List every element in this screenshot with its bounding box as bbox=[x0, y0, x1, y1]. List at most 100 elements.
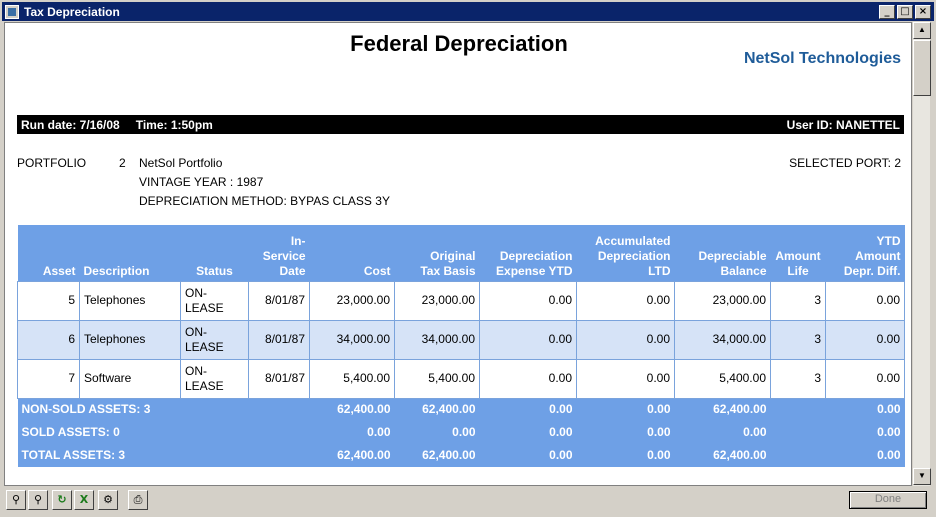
cell-in-service: 8/01/87 bbox=[248, 319, 310, 360]
total-ytd-diff: 0.00 bbox=[825, 421, 905, 444]
total-dep-ytd: 0.00 bbox=[479, 398, 577, 421]
total-original: 62,400.00 bbox=[394, 398, 480, 421]
table-row: 6 Telephones ON- LEASE 8/01/87 34,000.00 … bbox=[17, 319, 905, 360]
col-in-service-date: In- Service Date bbox=[248, 225, 310, 281]
cell-dep-ytd: 0.00 bbox=[479, 280, 577, 321]
total-ytd-diff: 0.00 bbox=[825, 398, 905, 421]
col-amount-life: Amount Life bbox=[770, 225, 826, 281]
total-balance: 62,400.00 bbox=[674, 398, 771, 421]
cell-in-service: 8/01/87 bbox=[248, 280, 310, 321]
zoom-out-icon[interactable]: ⚲ bbox=[6, 490, 26, 510]
app-icon bbox=[5, 4, 19, 19]
cell-balance: 34,000.00 bbox=[674, 319, 771, 360]
zoom-in-icon[interactable]: ⚲ bbox=[28, 490, 48, 510]
user-id: User ID: NANETTEL bbox=[786, 117, 900, 132]
cell-dep-ytd: 0.00 bbox=[479, 358, 577, 399]
portfolio-name: NetSol Portfolio bbox=[139, 156, 223, 170]
run-info-bar: Run date: 7/16/08 Time: 1:50pm User ID: … bbox=[17, 115, 904, 134]
cell-description: Telephones bbox=[79, 319, 181, 360]
cell-status: ON- LEASE bbox=[180, 280, 249, 321]
col-description: Description bbox=[79, 225, 181, 281]
window-controls: _ □ × bbox=[879, 4, 931, 19]
total-row-non-sold: NON-SOLD ASSETS: 3 62,400.00 62,400.00 0… bbox=[17, 398, 905, 421]
cell-ytd-diff: 0.00 bbox=[825, 358, 905, 399]
col-ytd-amount-depr-diff: YTD Amount Depr. Diff. bbox=[825, 225, 905, 281]
total-row-sold: SOLD ASSETS: 0 0.00 0.00 0.00 0.00 0.00 … bbox=[17, 421, 905, 444]
col-accumulated-depreciation-ltd: Accumulated Depreciation LTD bbox=[576, 225, 675, 281]
scroll-down-icon[interactable]: ▼ bbox=[913, 468, 931, 485]
total-original: 62,400.00 bbox=[394, 444, 480, 467]
depreciation-table: Asset Description Status In- Service Date … bbox=[17, 225, 905, 467]
done-button[interactable]: Done bbox=[849, 491, 927, 509]
total-dep-ytd: 0.00 bbox=[479, 444, 577, 467]
refresh-icon[interactable]: ↻ bbox=[52, 490, 72, 510]
total-acc-ltd: 0.00 bbox=[576, 421, 675, 444]
report-title: Federal Depreciation bbox=[350, 31, 568, 56]
report-view: Federal Depreciation NetSol Technologies… bbox=[4, 22, 912, 486]
cell-original: 23,000.00 bbox=[394, 280, 480, 321]
total-cost: 62,400.00 bbox=[309, 398, 395, 421]
scroll-thumb[interactable] bbox=[913, 40, 931, 96]
run-date: Run date: 7/16/08 bbox=[21, 117, 120, 132]
cell-description: Software bbox=[79, 358, 181, 399]
title-bar[interactable]: Tax Depreciation _ □ × bbox=[2, 2, 934, 21]
print-icon[interactable]: ⎙ bbox=[128, 490, 148, 510]
cell-ytd-diff: 0.00 bbox=[825, 319, 905, 360]
cell-acc-ltd: 0.00 bbox=[576, 358, 675, 399]
total-label: TOTAL ASSETS: 3 bbox=[17, 444, 310, 467]
cell-life: 3 bbox=[770, 358, 826, 399]
cell-original: 5,400.00 bbox=[394, 358, 480, 399]
total-balance: 62,400.00 bbox=[674, 444, 771, 467]
cell-life: 3 bbox=[770, 280, 826, 321]
cell-acc-ltd: 0.00 bbox=[576, 280, 675, 321]
cell-original: 34,000.00 bbox=[394, 319, 480, 360]
cell-in-service: 8/01/87 bbox=[248, 358, 310, 399]
col-original-tax-basis: Original Tax Basis bbox=[394, 225, 480, 281]
bottom-toolbar: ⚲ ⚲ ↻ X ⚙ ⎙ Done bbox=[2, 488, 934, 514]
col-depreciation-expense-ytd: Depreciation Expense YTD bbox=[479, 225, 577, 281]
col-depreciable-balance: Depreciable Balance bbox=[674, 225, 771, 281]
total-label: SOLD ASSETS: 0 bbox=[17, 421, 310, 444]
cell-dep-ytd: 0.00 bbox=[479, 319, 577, 360]
total-row-all: TOTAL ASSETS: 3 62,400.00 62,400.00 0.00… bbox=[17, 444, 905, 467]
total-cost: 0.00 bbox=[309, 421, 395, 444]
print-setup-icon[interactable]: ⚙ bbox=[98, 490, 118, 510]
window-title: Tax Depreciation bbox=[24, 4, 120, 19]
total-balance: 0.00 bbox=[674, 421, 771, 444]
total-acc-ltd: 0.00 bbox=[576, 444, 675, 467]
minimize-icon[interactable]: _ bbox=[879, 4, 895, 19]
cell-description: Telephones bbox=[79, 280, 181, 321]
col-cost: Cost bbox=[309, 225, 395, 281]
cell-balance: 5,400.00 bbox=[674, 358, 771, 399]
cell-acc-ltd: 0.00 bbox=[576, 319, 675, 360]
vertical-scrollbar[interactable]: ▲ ▼ bbox=[912, 22, 931, 486]
total-ytd-diff: 0.00 bbox=[825, 444, 905, 467]
cell-asset: 6 bbox=[17, 319, 80, 360]
total-acc-ltd: 0.00 bbox=[576, 398, 675, 421]
selected-port: SELECTED PORT: 2 bbox=[789, 156, 901, 170]
brand-logo: NetSol Technologies bbox=[743, 50, 901, 67]
portfolio-details: NetSol Portfolio VINTAGE YEAR : 1987 DEP… bbox=[139, 154, 390, 211]
cell-status: ON- LEASE bbox=[180, 319, 249, 360]
depreciation-method: DEPRECIATION METHOD: BYPAS CLASS 3Y bbox=[139, 194, 390, 208]
cell-life: 3 bbox=[770, 319, 826, 360]
cell-asset: 5 bbox=[17, 280, 80, 321]
cell-asset: 7 bbox=[17, 358, 80, 399]
table-row: 5 Telephones ON- LEASE 8/01/87 23,000.00 … bbox=[17, 280, 905, 321]
cell-cost: 23,000.00 bbox=[309, 280, 395, 321]
total-cost: 62,400.00 bbox=[309, 444, 395, 467]
cell-balance: 23,000.00 bbox=[674, 280, 771, 321]
total-dep-ytd: 0.00 bbox=[479, 421, 577, 444]
col-status: Status bbox=[180, 225, 249, 281]
vintage-year: VINTAGE YEAR : 1987 bbox=[139, 175, 264, 189]
maximize-icon[interactable]: □ bbox=[897, 4, 913, 19]
cell-ytd-diff: 0.00 bbox=[825, 280, 905, 321]
portfolio-label: PORTFOLIO bbox=[17, 156, 87, 170]
excel-export-icon[interactable]: X bbox=[74, 490, 94, 510]
close-icon[interactable]: × bbox=[915, 4, 931, 19]
total-original: 0.00 bbox=[394, 421, 480, 444]
col-asset: Asset bbox=[17, 225, 80, 281]
total-label: NON-SOLD ASSETS: 3 bbox=[17, 398, 310, 421]
scroll-up-icon[interactable]: ▲ bbox=[913, 22, 931, 39]
